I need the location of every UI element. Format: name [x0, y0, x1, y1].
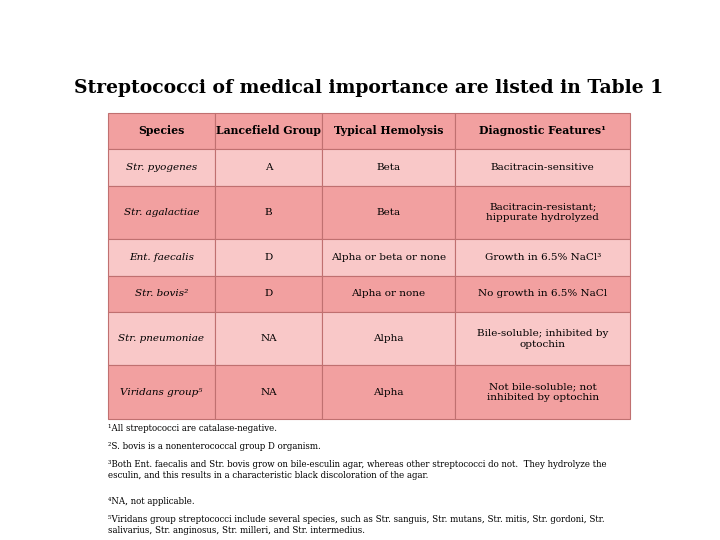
Text: A: A [265, 163, 272, 172]
Text: Lancefield Group: Lancefield Group [216, 125, 321, 137]
Text: Viridans group⁵: Viridans group⁵ [120, 388, 202, 396]
Bar [215, 275, 322, 312]
Text: Alpha or beta or none: Alpha or beta or none [331, 253, 446, 262]
Bar [322, 239, 455, 275]
Text: D: D [264, 253, 273, 262]
Bar [455, 312, 630, 366]
Text: ²S. bovis is a nonenterococcal group D organism.: ²S. bovis is a nonenterococcal group D o… [108, 442, 320, 451]
Text: Streptococci of medical importance are listed in Table 1: Streptococci of medical importance are l… [74, 79, 664, 97]
Bar [455, 275, 630, 312]
Bar [215, 312, 322, 366]
Text: Bacitracin-resistant;
hippurate hydrolyzed: Bacitracin-resistant; hippurate hydrolyz… [486, 202, 599, 222]
Bar [108, 239, 215, 275]
Text: ⁵Viridans group streptococci include several species, such as Str. sanguis, Str.: ⁵Viridans group streptococci include sev… [108, 515, 605, 535]
Text: ¹All streptococci are catalase-negative.: ¹All streptococci are catalase-negative. [108, 424, 277, 433]
Bar [108, 312, 215, 366]
Text: Not bile-soluble; not
inhibited by optochin: Not bile-soluble; not inhibited by optoc… [487, 382, 599, 402]
Bar [322, 149, 455, 186]
Bar [455, 239, 630, 275]
Bar [455, 366, 630, 418]
Text: Typical Hemolysis: Typical Hemolysis [334, 125, 444, 137]
Text: No growth in 6.5% NaCl: No growth in 6.5% NaCl [478, 289, 607, 299]
Bar [455, 113, 630, 149]
Text: Str. pyogenes: Str. pyogenes [126, 163, 197, 172]
Bar [215, 366, 322, 418]
Text: Ent. faecalis: Ent. faecalis [129, 253, 194, 262]
Text: Alpha: Alpha [374, 388, 404, 396]
Text: NA: NA [260, 334, 276, 343]
Text: B: B [265, 208, 272, 217]
Text: Alpha: Alpha [374, 334, 404, 343]
Text: Species: Species [138, 125, 184, 137]
Bar [108, 113, 215, 149]
Text: Alpha or none: Alpha or none [351, 289, 426, 299]
Text: Diagnostic Features¹: Diagnostic Features¹ [480, 125, 606, 137]
Bar [108, 186, 215, 239]
Bar [322, 186, 455, 239]
Bar [322, 275, 455, 312]
Text: Beta: Beta [377, 163, 400, 172]
Bar [215, 149, 322, 186]
Bar [108, 149, 215, 186]
Bar [215, 239, 322, 275]
Bar [322, 366, 455, 418]
Text: Str. pneumoniae: Str. pneumoniae [118, 334, 204, 343]
Bar [322, 312, 455, 366]
Bar [215, 186, 322, 239]
Text: ⁴NA, not applicable.: ⁴NA, not applicable. [108, 497, 194, 506]
Bar [108, 275, 215, 312]
Text: Str. agalactiae: Str. agalactiae [124, 208, 199, 217]
Text: D: D [264, 289, 273, 299]
Bar [455, 149, 630, 186]
Bar [322, 113, 455, 149]
Text: NA: NA [260, 388, 276, 396]
Bar [455, 186, 630, 239]
Bar [215, 113, 322, 149]
Text: ³Both Ent. faecalis and Str. bovis grow on bile-esculin agar, whereas other stre: ³Both Ent. faecalis and Str. bovis grow … [108, 460, 606, 480]
Bar [108, 366, 215, 418]
Text: Growth in 6.5% NaCl³: Growth in 6.5% NaCl³ [485, 253, 600, 262]
Text: Str. bovis²: Str. bovis² [135, 289, 188, 299]
Text: Bacitracin-sensitive: Bacitracin-sensitive [491, 163, 595, 172]
Text: Beta: Beta [377, 208, 400, 217]
Text: Bile-soluble; inhibited by
optochin: Bile-soluble; inhibited by optochin [477, 329, 608, 348]
